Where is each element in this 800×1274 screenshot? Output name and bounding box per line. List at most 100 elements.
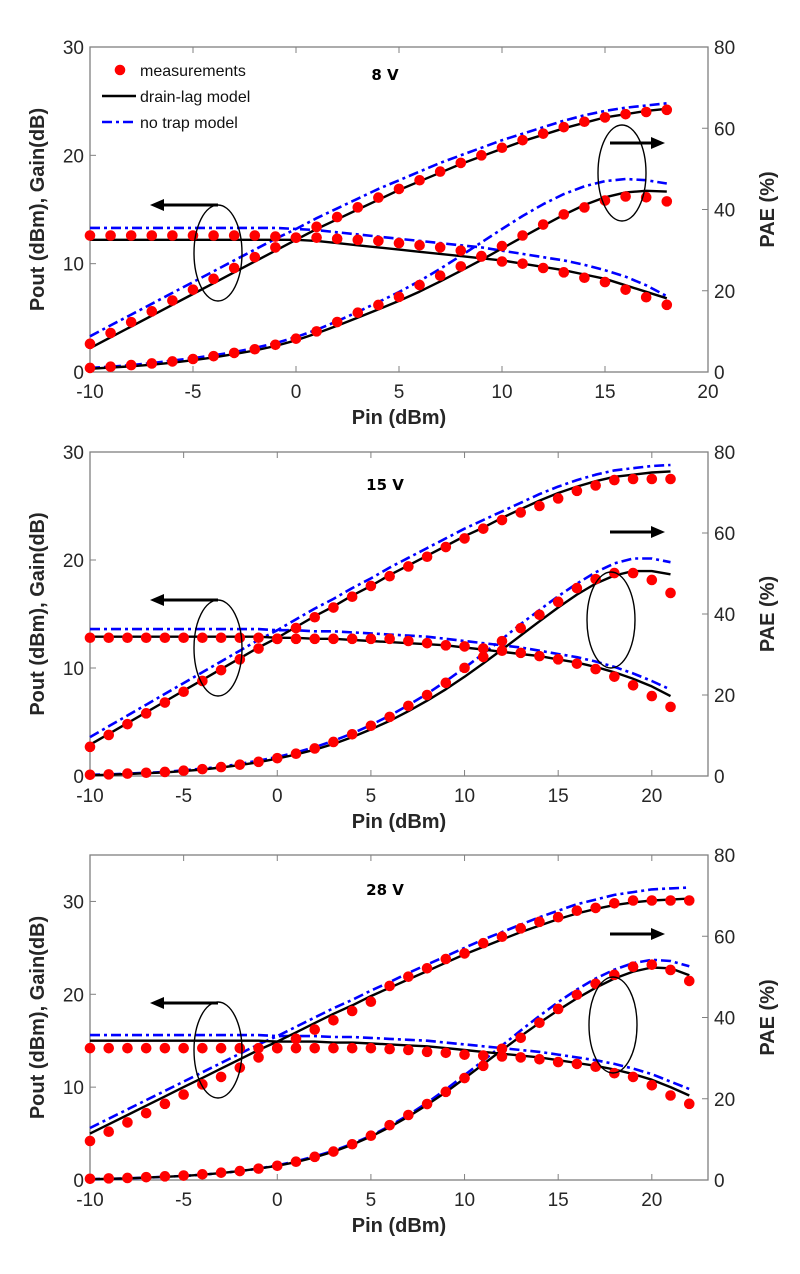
data-point bbox=[215, 1167, 227, 1178]
x-tick-label: 15 bbox=[548, 1190, 569, 1211]
x-axis-title: Pin (dBm) bbox=[352, 1215, 446, 1237]
data-point bbox=[122, 1042, 133, 1054]
data-point bbox=[515, 622, 527, 634]
data-point bbox=[234, 632, 246, 644]
data-point bbox=[496, 142, 508, 154]
data-point bbox=[403, 971, 414, 982]
data-point bbox=[290, 1042, 302, 1054]
data-point bbox=[290, 333, 302, 344]
legend-item-meas: measurements bbox=[114, 63, 246, 80]
data-point bbox=[477, 1050, 489, 1061]
series-pout-no-trap-model bbox=[89, 102, 667, 338]
data-point bbox=[311, 232, 322, 243]
series-pae-measurements bbox=[84, 959, 695, 1185]
data-point bbox=[105, 230, 116, 241]
data-point bbox=[178, 632, 189, 644]
legend-label: no trap model bbox=[140, 115, 238, 132]
data-point bbox=[421, 551, 433, 563]
x-tick-label: 15 bbox=[594, 382, 615, 403]
y2-tick-label: 0 bbox=[714, 1171, 725, 1192]
data-point bbox=[496, 931, 508, 943]
data-point bbox=[558, 209, 570, 220]
arrow-right-icon bbox=[651, 928, 665, 940]
data-point bbox=[228, 230, 240, 241]
data-point bbox=[459, 533, 470, 544]
x-tick-label: -5 bbox=[175, 786, 192, 807]
data-point bbox=[455, 157, 467, 169]
data-point bbox=[346, 633, 358, 645]
data-point bbox=[365, 1130, 377, 1142]
x-tick-label: 0 bbox=[272, 786, 283, 807]
data-point bbox=[253, 1042, 264, 1054]
data-point bbox=[440, 953, 452, 965]
data-point bbox=[609, 671, 620, 682]
data-point bbox=[228, 262, 240, 274]
data-point bbox=[384, 570, 395, 582]
data-point bbox=[590, 573, 601, 585]
data-point bbox=[579, 116, 590, 128]
data-point bbox=[579, 202, 590, 213]
data-point bbox=[476, 251, 487, 262]
left-axis-ellipse bbox=[193, 204, 243, 302]
data-point bbox=[571, 989, 583, 1001]
legend-label: drain-lag model bbox=[140, 89, 250, 106]
panel-title: 28 V bbox=[366, 881, 404, 899]
data-point bbox=[534, 1017, 545, 1029]
y-tick-label: 30 bbox=[63, 38, 84, 59]
right-axis-ellipse bbox=[597, 124, 647, 222]
data-point bbox=[331, 211, 343, 223]
plot-area-frame bbox=[89, 451, 709, 777]
data-point bbox=[140, 1171, 152, 1183]
data-point bbox=[440, 1047, 452, 1059]
x-axis-title: Pin (dBm) bbox=[352, 811, 446, 833]
data-point bbox=[249, 230, 261, 241]
data-point bbox=[331, 233, 343, 245]
x-tick-label: -10 bbox=[76, 786, 103, 807]
y-tick-label: 20 bbox=[63, 551, 84, 572]
data-point bbox=[571, 905, 583, 917]
y2-tick-label: 20 bbox=[714, 686, 735, 707]
data-point bbox=[253, 632, 264, 644]
x-tick-label: 10 bbox=[454, 786, 475, 807]
data-point bbox=[270, 339, 281, 351]
data-point bbox=[403, 1044, 414, 1056]
data-point bbox=[459, 662, 470, 674]
data-point bbox=[421, 637, 433, 649]
legend-item-notrap: no trap model bbox=[102, 115, 238, 132]
y-tick-label: 0 bbox=[73, 767, 84, 788]
arrow-left-icon bbox=[150, 199, 164, 211]
data-point bbox=[683, 895, 695, 906]
series-pout-drain-lag-model bbox=[89, 897, 690, 1135]
data-point bbox=[393, 183, 405, 195]
data-point bbox=[620, 284, 631, 295]
data-point bbox=[84, 1042, 96, 1054]
x-tick-label: 5 bbox=[366, 786, 377, 807]
data-point bbox=[178, 1170, 189, 1181]
data-point bbox=[440, 640, 452, 651]
data-point bbox=[346, 591, 358, 603]
data-point bbox=[290, 622, 302, 634]
data-point bbox=[140, 632, 152, 644]
data-point bbox=[365, 633, 377, 645]
data-point bbox=[434, 270, 446, 282]
data-point bbox=[159, 1098, 171, 1110]
data-point bbox=[403, 1109, 414, 1121]
data-point bbox=[253, 1052, 264, 1063]
data-point bbox=[421, 1046, 433, 1058]
data-point bbox=[365, 580, 377, 592]
data-point bbox=[352, 234, 364, 246]
x-tick-label: 10 bbox=[454, 1190, 475, 1211]
data-point bbox=[534, 916, 545, 928]
data-point bbox=[571, 485, 583, 497]
data-point bbox=[309, 611, 321, 623]
y-tick-label: 0 bbox=[73, 1171, 84, 1192]
data-point bbox=[552, 654, 564, 665]
arrow-left-icon bbox=[150, 997, 164, 1009]
series-gain-measurements bbox=[84, 1042, 695, 1110]
data-point bbox=[352, 202, 364, 213]
y-tick-label: 30 bbox=[63, 443, 84, 464]
data-point bbox=[159, 1042, 171, 1054]
series-pout-no-trap-model bbox=[89, 463, 671, 739]
y-tick-label: 10 bbox=[63, 659, 84, 680]
data-point bbox=[103, 632, 115, 644]
